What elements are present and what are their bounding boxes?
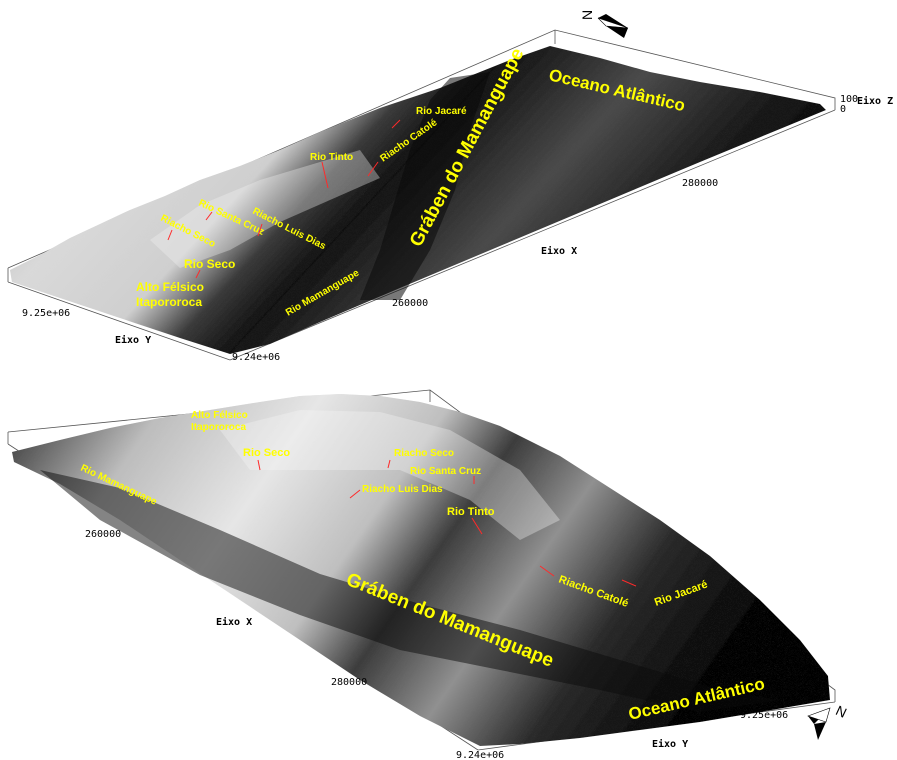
top-tick-y-925: 9.25e+06 [22, 308, 70, 319]
svg-text:N: N [579, 10, 595, 20]
top-tick-z-100: 100 [840, 94, 858, 105]
bottom-3d-view: Alto Félsico Itapororoca Rio Seco Riacho… [7, 389, 849, 760]
top-tick-x-280000: 280000 [682, 178, 718, 189]
bottom-pointer-riacho-catole [539, 565, 555, 577]
top-pointer-riacho-seco [167, 229, 173, 241]
bottom-pointer-rio-jacare [621, 579, 637, 587]
top-axis-x-label: Eixo X [541, 245, 577, 257]
bottom-tick-y-925: 9.25e+06 [740, 710, 788, 721]
top-3d-view: Oceano Atlântico Gráben do Mamanguape Ri… [7, 10, 893, 363]
bottom-tick-x-280000: 280000 [331, 677, 367, 688]
top-label-alto-felsico: Alto Félsico [136, 280, 204, 294]
bottom-axis-x-label: Eixo X [216, 616, 252, 628]
top-box-back [7, 29, 836, 269]
top-axis-y-label: Eixo Y [115, 334, 151, 346]
bottom-pointer-riacho-seco [387, 459, 391, 469]
top-axis-z-label: Eixo Z [857, 95, 893, 107]
top-pointer-rio-santa-cruz [205, 211, 213, 221]
bottom-label-riacho-seco: Riacho Seco [394, 448, 454, 459]
top-pointer-riacho-luis-dias [257, 223, 263, 237]
top-label-rio-tinto: Rio Tinto [310, 152, 353, 163]
top-pointer-rio-seco [195, 269, 201, 279]
top-pointer-rio-jacare [391, 119, 401, 129]
bottom-ridge-highlight [220, 410, 560, 540]
bottom-label-itapororoca: Itapororoca [191, 422, 246, 433]
top-graben-valley [360, 72, 490, 300]
top-ridge-highlight [150, 150, 380, 268]
top-north-arrow-icon: N [579, 10, 629, 38]
bottom-pointer-rio-tinto [471, 517, 483, 535]
bottom-label-rio-santa-cruz: Rio Santa Cruz [410, 466, 481, 477]
bottom-terrain-surface [12, 394, 830, 746]
top-tick-z-0: 0 [840, 104, 846, 115]
bottom-label-riacho-luis-dias: Riacho Luis Dias [362, 484, 443, 495]
bottom-label-rio-tinto: Rio Tinto [447, 506, 495, 518]
top-tick-y-924: 9.24e+06 [232, 352, 280, 363]
top-pointer-riacho-catole [367, 161, 379, 177]
bottom-graben-valley [40, 470, 780, 712]
top-pointer-rio-tinto [321, 161, 329, 189]
top-tick-x-260000: 260000 [392, 298, 428, 309]
top-label-rio-seco: Rio Seco [184, 257, 235, 271]
bottom-pointer-riacho-luis-dias [349, 489, 361, 499]
bottom-axis-y-label: Eixo Y [652, 738, 688, 750]
bottom-tick-x-260000: 260000 [85, 529, 121, 540]
bottom-tick-y-924: 9.24e+06 [456, 750, 504, 760]
bottom-label-alto-felsico: Alto Félsico [191, 410, 248, 421]
svg-text:N: N [833, 702, 849, 721]
top-box-edge-right [229, 109, 836, 361]
top-box-edge-front [7, 281, 231, 361]
bottom-label-rio-seco: Rio Seco [243, 447, 290, 459]
top-label-itapororoca: Itapororoca [136, 295, 202, 309]
top-label-rio-jacare: Rio Jacaré [416, 106, 467, 117]
bottom-north-arrow-icon: N [807, 702, 849, 740]
bottom-pointer-rio-seco [257, 459, 261, 471]
